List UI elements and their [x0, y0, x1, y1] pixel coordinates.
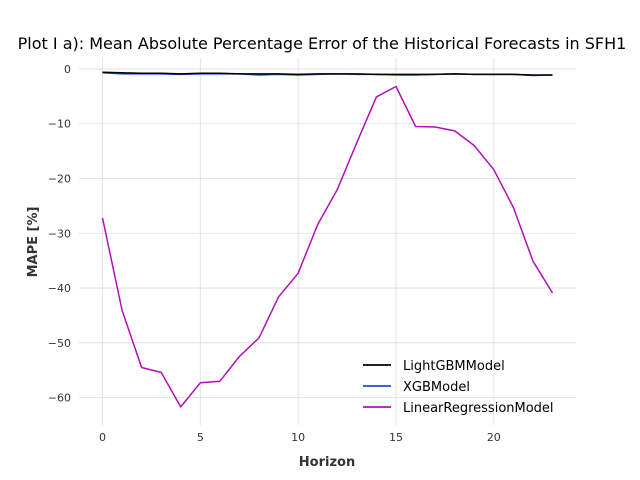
chart-title: Plot I a): Mean Absolute Percentage Erro…	[18, 34, 627, 53]
x-tick-label: 20	[487, 431, 501, 444]
y-tick-label: −50	[48, 337, 71, 350]
y-tick-label: 0	[64, 63, 71, 76]
legend-entry: LightGBMModel	[403, 359, 505, 374]
y-tick-label: −30	[48, 227, 71, 240]
x-tick-label: 10	[291, 431, 305, 444]
series-lines	[101, 71, 554, 408]
legend: LightGBMModel XGBModel LinearRegressionMod…	[363, 359, 554, 416]
series-line-linearregressionmodel	[101, 85, 554, 408]
y-axis-label: MAPE [%]	[26, 207, 41, 278]
x-tick-label: 15	[389, 431, 403, 444]
y-tick-labels: 0 −10 −20 −30 −40 −50 −60	[48, 63, 71, 405]
x-tick-label: 5	[197, 431, 204, 444]
x-axis-label: Horizon	[299, 455, 355, 470]
y-tick-label: −40	[48, 282, 71, 295]
y-tick-label: −10	[48, 118, 71, 131]
x-tick-labels: 0 5 10 15 20	[99, 431, 501, 444]
series-line-lightgbmmodel	[102, 71, 553, 76]
y-tick-label: −20	[48, 173, 71, 186]
legend-entry: XGBModel	[403, 380, 470, 395]
y-tick-label: −60	[48, 392, 71, 405]
legend-entry: LinearRegressionModel	[403, 401, 554, 416]
x-tick-label: 0	[99, 431, 106, 444]
grid	[79, 58, 576, 425]
